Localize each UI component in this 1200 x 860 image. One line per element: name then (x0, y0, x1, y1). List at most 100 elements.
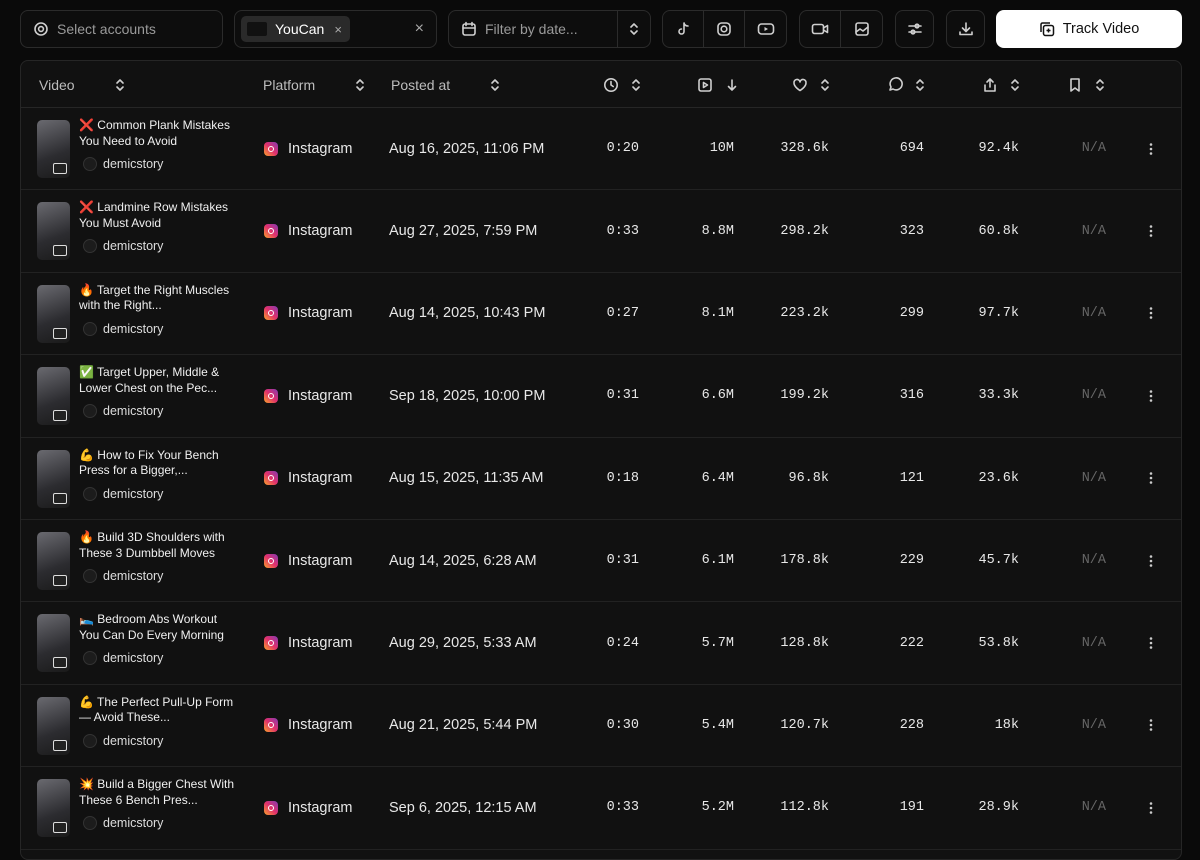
author-name: demicstory (103, 486, 164, 501)
row-menu[interactable] (1149, 355, 1153, 436)
author-avatar (83, 651, 97, 666)
header-comments[interactable] (887, 61, 925, 108)
download-button[interactable] (946, 10, 985, 48)
clear-button[interactable]: × (414, 20, 424, 37)
views-cell: 6.1M (702, 520, 734, 601)
author: demicstory (79, 733, 239, 748)
youtube-button[interactable] (745, 11, 786, 47)
author-name: demicstory (103, 733, 164, 748)
thumbnail (37, 449, 70, 508)
video-row[interactable]: 🛌 Bedroom Abs Workout You Can Do Every M… (21, 602, 1181, 685)
posted-at: Sep 18, 2025, 10:00 PM (389, 387, 546, 404)
row-menu[interactable] (1149, 438, 1153, 519)
video-info: 🔥 Build 3D Shoulders with These 3 Dumbbe… (79, 530, 239, 583)
comments-cell: 222 (900, 602, 924, 683)
saves-cell: N/A (1082, 438, 1106, 519)
header-views[interactable] (697, 61, 739, 108)
shares: 28.9k (978, 800, 1019, 816)
video-badge (53, 245, 67, 257)
video-info: 🛌 Bedroom Abs Workout You Can Do Every M… (79, 612, 239, 666)
saves-cell: N/A (1082, 767, 1106, 848)
video-row[interactable]: ❌ Landmine Row Mistakes You Must Avoid d… (21, 190, 1181, 273)
duration-cell: 0:30 (607, 685, 639, 766)
duration-cell: 0:20 (607, 108, 639, 189)
author-name: demicstory (103, 157, 164, 171)
video-row[interactable]: 🔥 Target the Right Muscles with the Righ… (21, 273, 1181, 356)
video-badge (53, 739, 67, 751)
views-cell: 10M (710, 108, 734, 189)
views-cell: 5.4M (702, 685, 734, 766)
video-row[interactable]: 💥 Build a Bigger Chest With These 6 Benc… (21, 767, 1181, 850)
likes-cell: 298.2k (780, 190, 829, 271)
video-row[interactable]: 🔥 Build 3D Shoulders with These 3 Dumbbe… (21, 520, 1181, 603)
posted-at: Aug 29, 2025, 5:33 AM (389, 635, 537, 652)
date-filter[interactable]: Filter by date... (448, 10, 651, 48)
shares: 33.3k (978, 388, 1019, 404)
settings-button[interactable] (895, 10, 934, 48)
author-avatar (83, 816, 97, 831)
video-button[interactable] (800, 11, 841, 47)
posted-at: Aug 21, 2025, 5:44 PM (389, 717, 538, 734)
thumbnail (37, 532, 70, 590)
video-badge (53, 657, 67, 669)
likes: 120.7k (780, 717, 829, 733)
author-avatar (83, 157, 97, 171)
video-row[interactable]: ❌ Common Plank Mistakes You Need to Avoi… (21, 108, 1181, 191)
shares-cell: 92.4k (978, 108, 1019, 189)
header-duration[interactable] (603, 61, 641, 108)
comments: 191 (899, 800, 924, 816)
header-posted[interactable]: Posted at (391, 61, 500, 108)
author-name: demicstory (103, 239, 164, 254)
author-avatar (83, 404, 97, 419)
track-video-button[interactable]: Track Video (996, 10, 1182, 48)
views: 5.4M (701, 717, 734, 733)
row-menu[interactable] (1149, 520, 1153, 601)
likes-cell: 128.8k (780, 602, 829, 683)
platform-buttons (662, 10, 787, 48)
row-menu[interactable] (1149, 108, 1153, 189)
header-platform[interactable]: Platform (263, 61, 365, 108)
image-button[interactable] (841, 11, 882, 47)
platform: Instagram (288, 552, 353, 569)
author: demicstory (79, 321, 239, 336)
likes-cell: 178.8k (780, 520, 829, 601)
video-title: 💪 How to Fix Your Bench Press for a Bigg… (79, 447, 219, 478)
posted-cell: Aug 14, 2025, 10:43 PM (389, 273, 545, 354)
header-likes[interactable] (792, 61, 830, 108)
account-chip: YouCan × (241, 16, 350, 42)
saves-cell: N/A (1082, 602, 1106, 683)
instagram-button[interactable] (704, 11, 745, 47)
views-cell: 8.1M (702, 273, 734, 354)
row-menu[interactable] (1149, 767, 1153, 848)
duration: 0:20 (606, 141, 639, 157)
account-select[interactable]: Select accounts (20, 10, 223, 48)
row-menu[interactable] (1149, 685, 1153, 766)
video-row[interactable]: 💪 The Perfect Pull-Up Form — Avoid These… (21, 685, 1181, 768)
platform: Instagram (288, 635, 353, 652)
saves-cell: N/A (1082, 273, 1106, 354)
saves-cell: N/A (1082, 355, 1106, 436)
chip-remove[interactable]: × (334, 21, 342, 37)
sort-icon (916, 78, 924, 91)
header-shares[interactable] (982, 61, 1020, 108)
duration: 0:24 (606, 635, 639, 651)
instagram-icon (264, 471, 278, 486)
account-filter[interactable]: YouCan × × (234, 10, 437, 48)
video-row[interactable]: ✅ Target Upper, Middle & Lower Chest on … (21, 355, 1181, 438)
video-badge (53, 822, 67, 834)
header-saves[interactable] (1067, 61, 1105, 108)
row-menu[interactable] (1149, 602, 1153, 683)
video-row[interactable]: 💪 How to Fix Your Bench Press for a Bigg… (21, 438, 1181, 520)
thumbnail (37, 367, 70, 426)
video-info: 💥 Build a Bigger Chest With These 6 Benc… (79, 777, 239, 831)
comments-cell: 299 (900, 273, 924, 354)
tiktok-button[interactable] (663, 11, 704, 47)
platform: Instagram (288, 305, 353, 322)
author: demicstory (79, 157, 239, 171)
date-sort[interactable] (617, 11, 650, 47)
header-video[interactable]: Video (39, 61, 125, 108)
platform: Instagram (288, 223, 353, 240)
row-menu[interactable] (1149, 273, 1153, 354)
row-menu[interactable] (1149, 190, 1153, 271)
video-title: 🔥 Target the Right Muscles with the Righ… (79, 282, 230, 313)
